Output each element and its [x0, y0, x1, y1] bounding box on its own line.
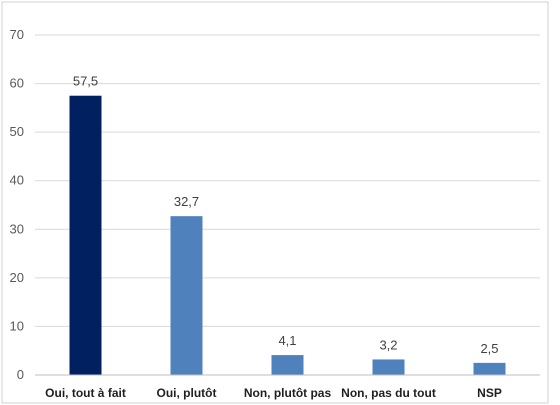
- data-label: 32,7: [174, 194, 199, 209]
- y-axis-ticks: 0 10 20 30 40 50 60 70: [10, 27, 24, 382]
- y-tick-label: 70: [10, 27, 24, 42]
- bar: [473, 362, 506, 375]
- category-label: Non, pas du tout: [341, 386, 436, 400]
- bars: [69, 95, 506, 375]
- y-tick-label: 40: [10, 173, 24, 188]
- data-label: 57,5: [73, 74, 98, 89]
- bar: [170, 216, 203, 375]
- data-label: 4,1: [278, 333, 296, 348]
- x-axis-categories: Oui, tout à fait Oui, plutôt Non, plutôt p…: [45, 386, 502, 400]
- category-label: NSP: [477, 386, 502, 400]
- category-label: Oui, tout à fait: [45, 386, 126, 400]
- gridlines: [35, 34, 540, 327]
- category-label: Non, plutôt pas: [244, 386, 332, 400]
- bar: [372, 359, 405, 375]
- bar: [69, 95, 102, 375]
- data-label: 3,2: [379, 337, 397, 352]
- y-tick-label: 10: [10, 318, 24, 333]
- data-labels: 57,5 32,7 4,1 3,2 2,5: [73, 74, 499, 356]
- data-label: 2,5: [480, 341, 498, 356]
- y-tick-label: 0: [17, 367, 24, 382]
- y-tick-label: 50: [10, 124, 24, 139]
- bar: [271, 355, 304, 375]
- y-tick-label: 20: [10, 270, 24, 285]
- y-tick-label: 60: [10, 76, 24, 91]
- category-label: Oui, plutôt: [157, 386, 217, 400]
- y-tick-label: 30: [10, 221, 24, 236]
